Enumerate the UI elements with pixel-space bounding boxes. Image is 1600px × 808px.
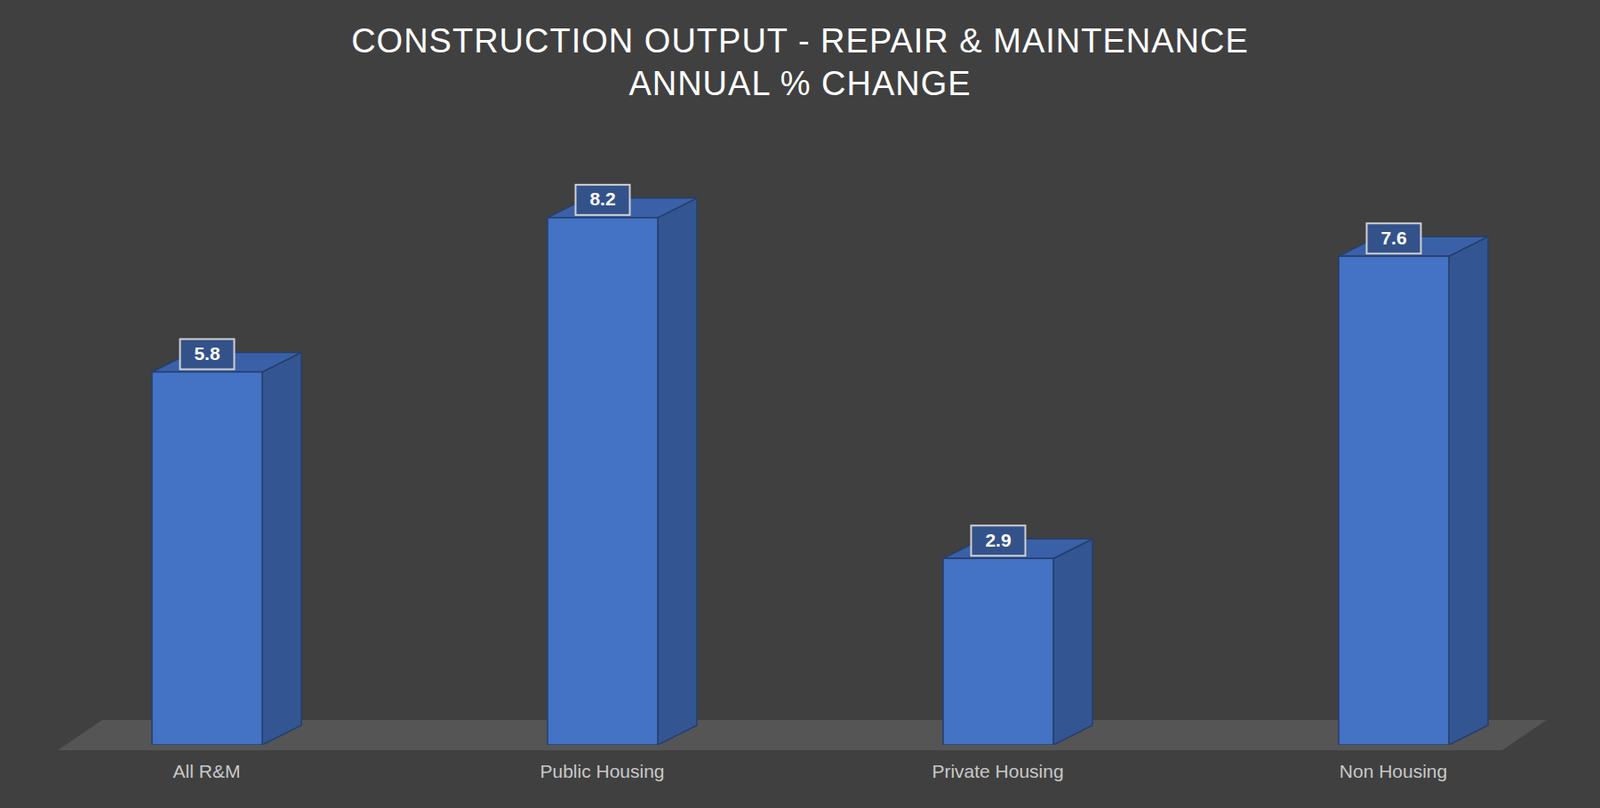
svg-text:7.6: 7.6: [1380, 227, 1407, 248]
svg-text:All R&M: All R&M: [173, 760, 241, 782]
html-text:ANNUAL % CHANGE: ANNUAL % CHANGE: [628, 64, 972, 103]
svg-text:Private Housing: Private Housing: [931, 760, 1064, 782]
svg-text:Public Housing: Public Housing: [539, 760, 664, 782]
svg-text:5.8: 5.8: [193, 343, 221, 364]
svg-text:2.9: 2.9: [984, 529, 1011, 551]
svg-text:Non Housing: Non Housing: [1339, 760, 1448, 782]
svg-text:8.2: 8.2: [589, 188, 616, 209]
html-text:CONSTRUCTION OUTPUT - REPAIR &: CONSTRUCTION OUTPUT - REPAIR & MAINTENAN…: [351, 22, 1249, 60]
